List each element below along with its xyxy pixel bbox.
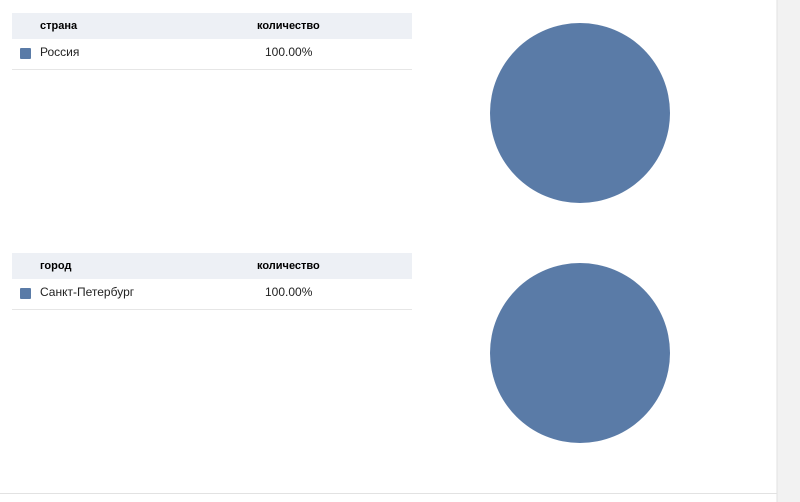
column-header: количество: [257, 20, 320, 32]
scrollbar[interactable]: [777, 0, 800, 502]
column-header: страна: [40, 20, 78, 32]
legend-swatch: [20, 48, 31, 59]
pie-slice: [490, 263, 670, 443]
column-header: город: [40, 260, 71, 272]
row-value: 100.00%: [265, 45, 313, 59]
table-header: [12, 253, 412, 279]
row-value: 100.00%: [265, 285, 313, 299]
row-label: Санкт-Петербург: [40, 285, 135, 299]
legend-swatch: [20, 288, 31, 299]
pie-slice: [490, 23, 670, 203]
row-label: Россия: [40, 45, 79, 59]
column-header: количество: [257, 260, 320, 272]
table-header: [12, 13, 412, 39]
